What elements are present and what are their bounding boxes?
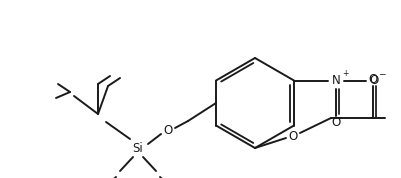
- Text: N: N: [331, 74, 340, 87]
- Text: Si: Si: [132, 143, 143, 156]
- Text: O: O: [288, 130, 297, 143]
- Text: O: O: [367, 74, 377, 87]
- Text: O: O: [163, 124, 172, 137]
- Text: O: O: [330, 116, 340, 129]
- Text: O: O: [369, 74, 378, 87]
- Text: +: +: [341, 69, 347, 78]
- Text: −: −: [377, 69, 385, 78]
- Text: OH: OH: [400, 111, 401, 124]
